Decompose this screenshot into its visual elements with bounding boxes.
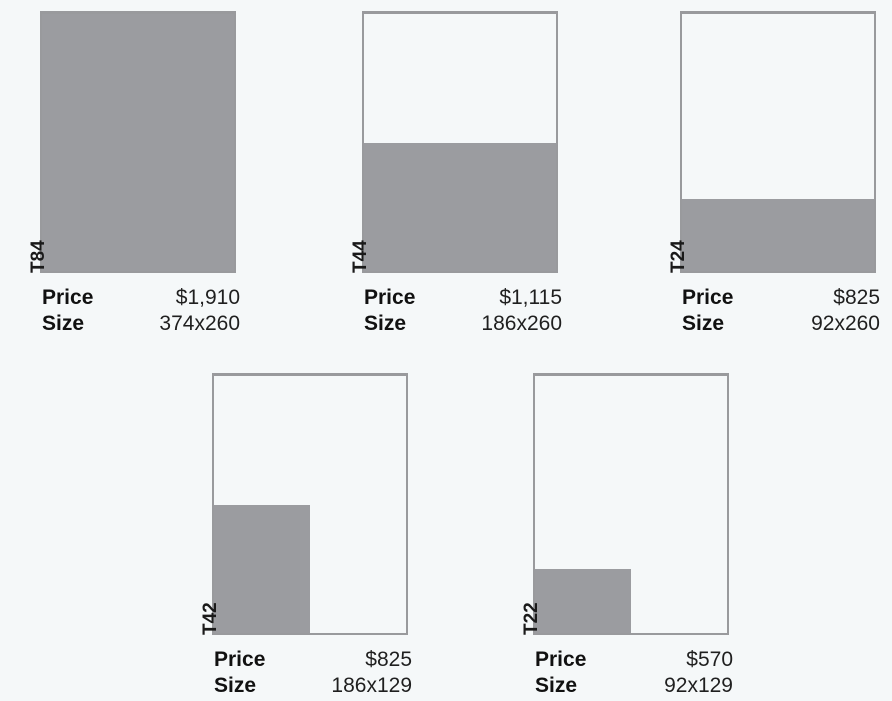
size-frame — [680, 11, 876, 273]
price-value: $825 — [833, 286, 880, 309]
specs: Price $570 Size 92x129 — [535, 647, 733, 699]
price-value: $1,910 — [175, 286, 240, 309]
price-row: Price $825 — [682, 285, 880, 311]
size-label: Size — [214, 674, 257, 697]
specs: Price $825 Size 92x260 — [682, 285, 880, 337]
size-value: 186x129 — [331, 674, 412, 697]
price-label: Price — [682, 286, 734, 309]
size-value: 186x260 — [481, 312, 562, 335]
price-label: Price — [364, 286, 416, 309]
size-value: 374x260 — [159, 312, 240, 335]
specs: Price $825 Size 186x129 — [214, 647, 412, 699]
size-fill — [42, 14, 234, 271]
size-code: T22 — [521, 602, 542, 635]
price-row: Price $1,115 — [364, 285, 562, 311]
size-fill — [214, 504, 310, 633]
size-code: T44 — [350, 240, 371, 273]
price-label: Price — [535, 648, 587, 671]
price-label: Price — [214, 648, 266, 671]
size-value: 92x260 — [811, 312, 880, 335]
size-fill — [535, 568, 631, 633]
price-row: Price $825 — [214, 647, 412, 673]
price-value: $570 — [686, 648, 733, 671]
specs: Price $1,910 Size 374x260 — [42, 285, 240, 337]
size-label: Size — [42, 312, 85, 335]
size-row: Size 374x260 — [42, 311, 240, 337]
size-value: 92x129 — [664, 674, 733, 697]
size-frame — [362, 11, 558, 273]
size-row: Size 92x260 — [682, 311, 880, 337]
size-code: T42 — [200, 602, 221, 635]
size-frame — [40, 11, 236, 273]
size-label: Size — [364, 312, 407, 335]
size-frame — [533, 373, 729, 635]
price-row: Price $570 — [535, 647, 733, 673]
size-fill — [682, 199, 874, 271]
size-label: Size — [535, 674, 578, 697]
size-row: Size 186x260 — [364, 311, 562, 337]
price-row: Price $1,910 — [42, 285, 240, 311]
price-label: Price — [42, 286, 94, 309]
price-value: $825 — [365, 648, 412, 671]
size-fill — [364, 142, 556, 271]
size-frame — [212, 373, 408, 635]
size-row: Size 186x129 — [214, 673, 412, 699]
price-value: $1,115 — [499, 286, 562, 309]
specs: Price $1,115 Size 186x260 — [364, 285, 562, 337]
size-label: Size — [682, 312, 725, 335]
size-row: Size 92x129 — [535, 673, 733, 699]
size-code: T24 — [668, 240, 689, 273]
size-code: T84 — [28, 240, 49, 273]
